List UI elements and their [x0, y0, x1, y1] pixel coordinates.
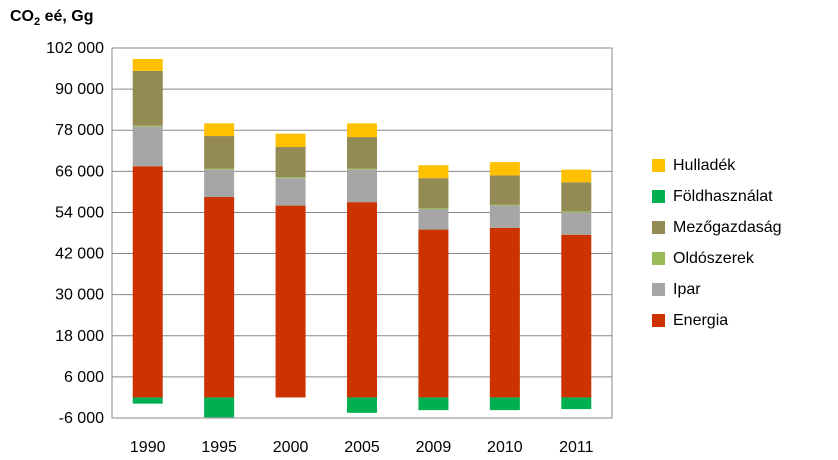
plot-frame — [111, 47, 613, 419]
bar-segment — [347, 137, 377, 169]
y-tick-label: 42 000 — [55, 246, 104, 263]
y-axis-unit-label: CO2 eé, Gg — [10, 8, 93, 28]
bar-segment — [275, 177, 306, 179]
bar-segment — [418, 229, 449, 398]
legend-label: Ipar — [673, 280, 701, 298]
bar-segment — [347, 202, 377, 398]
legend-item: Oldószerek — [652, 243, 782, 274]
bar-segment — [561, 182, 592, 212]
bar-segment — [347, 169, 377, 203]
legend-item: Energia — [652, 305, 782, 336]
y-tick-label: 54 000 — [55, 204, 104, 221]
legend-label: Energia — [673, 311, 729, 329]
y-tick-label: 6 000 — [64, 369, 104, 386]
x-tick-label: 1995 — [201, 439, 237, 456]
bar-segment — [204, 136, 235, 169]
x-tick-label: 2011 — [559, 439, 594, 456]
legend-swatch — [652, 221, 665, 234]
legend-label: Oldószerek — [673, 249, 754, 267]
legend-item: Ipar — [652, 274, 782, 305]
bar-segment — [347, 397, 377, 413]
bar-segment — [561, 169, 592, 183]
bar-segment — [275, 147, 306, 178]
bar-segment — [489, 162, 520, 176]
bar-segment — [132, 166, 163, 398]
unit-suffix: eé, Gg — [40, 8, 94, 25]
bar-segment — [275, 133, 306, 148]
y-tick-label: 78 000 — [55, 122, 104, 139]
bar-segment — [347, 168, 377, 170]
legend-swatch — [652, 252, 665, 265]
bar-segment — [561, 211, 592, 213]
x-tick-label: 2010 — [487, 439, 523, 456]
legend-item: Mezőgazdaság — [652, 212, 782, 243]
y-tick-label: 66 000 — [55, 163, 104, 180]
y-tick-label: 102 000 — [46, 40, 104, 57]
bar-segment — [561, 234, 592, 398]
bar-segment — [418, 178, 449, 208]
legend-swatch — [652, 314, 665, 327]
legend-item: Földhasználat — [652, 181, 782, 212]
bar-segment — [418, 165, 449, 179]
bar-segment — [418, 207, 449, 210]
bar-segment — [204, 197, 235, 398]
bar-segment — [489, 227, 520, 398]
legend-item: Hulladék — [652, 150, 782, 181]
legend-swatch — [652, 190, 665, 203]
bar-segment — [561, 212, 592, 235]
bar-segment — [204, 397, 235, 418]
bar-segment — [418, 209, 449, 230]
y-tick-label: 90 000 — [55, 81, 104, 98]
bar-segment — [132, 125, 163, 127]
unit-prefix: CO — [10, 8, 34, 25]
bar-segment — [204, 123, 235, 137]
bar-segment — [275, 178, 306, 206]
bar-segment — [132, 397, 163, 404]
bar-segment — [561, 397, 592, 410]
bar-segment — [132, 126, 163, 167]
bar-segment — [204, 169, 235, 198]
y-tick-label: -6 000 — [59, 410, 104, 427]
bar-segment — [489, 205, 520, 228]
y-tick-label: 30 000 — [55, 287, 104, 304]
bar-segment — [489, 397, 520, 411]
unit-subscript: 2 — [34, 16, 41, 29]
bar-segment — [489, 175, 520, 205]
bar-segment — [132, 70, 163, 126]
bar-segment — [132, 58, 163, 71]
legend-label: Hulladék — [673, 156, 736, 174]
x-tick-label: 2009 — [416, 439, 452, 456]
y-tick-label: 18 000 — [55, 328, 104, 345]
legend-swatch — [652, 159, 665, 172]
bar-segment — [489, 204, 520, 206]
x-tick-label: 1990 — [130, 439, 166, 456]
bar-segment — [347, 123, 377, 138]
bar-segment — [275, 205, 306, 398]
legend: Hulladék Földhasználat Mezőgazdaság Oldósze… — [652, 150, 782, 336]
legend-swatch — [652, 283, 665, 296]
x-tick-label: 2005 — [344, 439, 380, 456]
legend-label: Földhasználat — [673, 187, 773, 205]
bar-segment — [204, 168, 235, 170]
bar-segment — [418, 397, 449, 411]
legend-label: Mezőgazdaság — [673, 218, 782, 236]
x-tick-label: 2000 — [273, 439, 309, 456]
